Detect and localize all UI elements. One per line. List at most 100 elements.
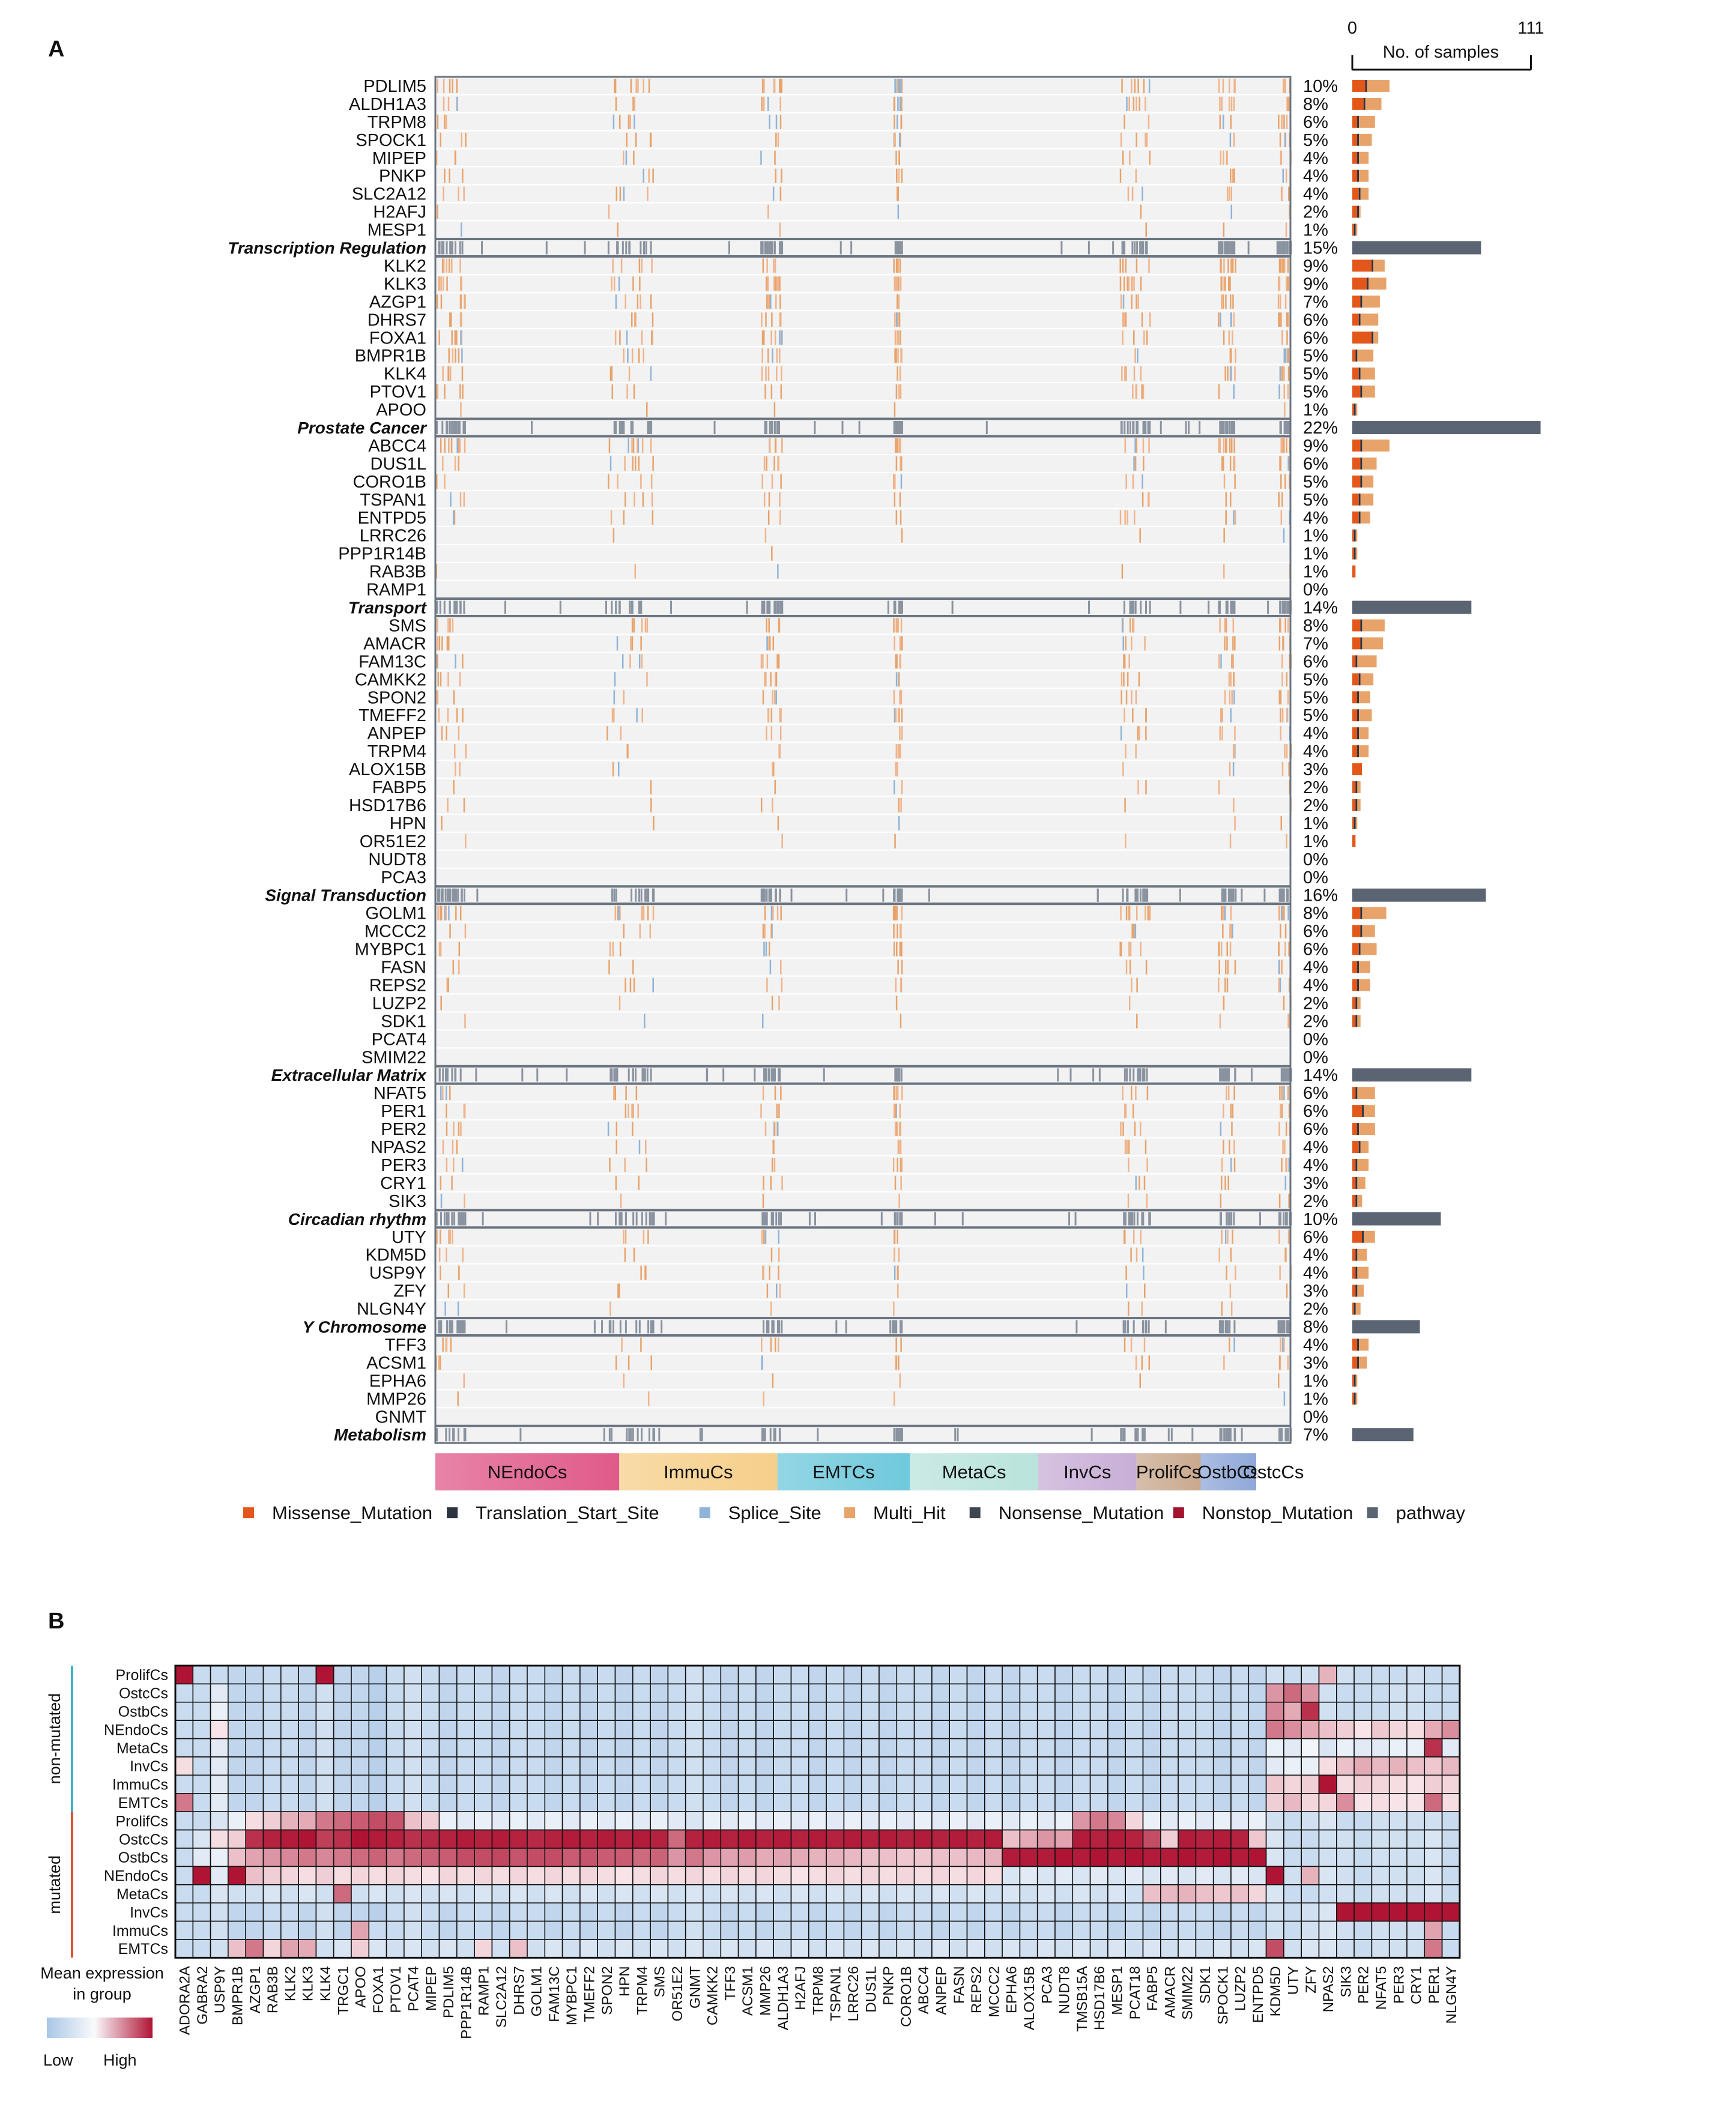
mutation-tick — [1279, 312, 1281, 327]
pathway-tick — [1129, 600, 1131, 614]
pathway-tick — [1286, 888, 1289, 902]
pathway-tick — [1136, 1212, 1139, 1226]
mutation-tick — [1282, 258, 1284, 273]
mutation-tick — [650, 798, 652, 812]
heatmap-col-label: GOLM1 — [529, 1966, 545, 2016]
mutation-tick — [437, 79, 438, 93]
pathway-tick — [770, 241, 772, 255]
mutation-tick — [898, 150, 900, 165]
gene-label: NLGN4Y — [357, 1300, 426, 1319]
mutation-tick — [617, 1283, 619, 1298]
heatmap-cell — [404, 1829, 423, 1849]
heatmap-cell — [790, 1702, 809, 1722]
mutation-tick — [464, 1014, 466, 1029]
heatmap-cell — [826, 1866, 845, 1885]
heatmap-cell — [1107, 1829, 1127, 1849]
mutation-tick — [1224, 1229, 1227, 1244]
pathway-tick — [1285, 1212, 1287, 1226]
mutation-tick — [459, 492, 462, 507]
mutation-tick — [767, 204, 769, 219]
pathway-tick — [1199, 421, 1201, 434]
pathway-tick — [635, 1320, 638, 1334]
pathway-tick — [1098, 1068, 1101, 1082]
heatmap-cell — [879, 1756, 898, 1776]
heatmap-cell — [368, 1848, 387, 1867]
pathway-tick — [894, 600, 897, 614]
mutation-tick — [1134, 510, 1136, 525]
missense-bar — [1352, 133, 1358, 146]
mutation-tick — [1232, 258, 1234, 273]
multihit-bar — [1369, 277, 1387, 290]
heatmap-cell — [579, 1811, 599, 1831]
mutation-tick — [1230, 923, 1232, 939]
mutation-tick — [634, 312, 636, 327]
mutation-tick — [440, 1086, 442, 1101]
mutation-tick — [1283, 438, 1285, 453]
heatmap-cell — [720, 1920, 739, 1940]
tss-bar — [1357, 151, 1359, 164]
heatmap-col-label: USP9Y — [212, 1966, 228, 2013]
heatmap-cell — [210, 1920, 229, 1940]
heatmap-cell — [703, 1939, 722, 1959]
mutation-tick — [893, 1086, 895, 1101]
pathway-tick — [1142, 1428, 1145, 1442]
mutation-tick — [1136, 132, 1137, 147]
heatmap-cell — [1195, 1774, 1214, 1794]
heatmap-cell — [685, 1920, 704, 1940]
mutation-tick — [444, 1301, 446, 1316]
heatmap-col-label: PDLIM5 — [441, 1966, 457, 2018]
mutation-tick — [1284, 294, 1287, 309]
multihit-bar — [1357, 1015, 1361, 1027]
heatmap-cell — [966, 1665, 985, 1685]
missense-bar — [1352, 493, 1359, 506]
heatmap-cell — [1160, 1829, 1179, 1849]
heatmap-cell — [544, 1756, 563, 1776]
mutation-tick — [458, 1265, 460, 1280]
heatmap-cell — [650, 1866, 669, 1885]
heatmap-cell — [720, 1756, 739, 1776]
gene-label: PCA3 — [381, 868, 426, 887]
mutation-tick — [896, 114, 898, 129]
mutation-tick — [448, 438, 450, 453]
heatmap-cell — [632, 1683, 651, 1703]
mutation-tick — [1132, 708, 1134, 723]
mutation-tick — [646, 618, 649, 633]
heatmap-cell — [843, 1902, 862, 1922]
grid-row — [435, 221, 1290, 238]
mutation-tick — [452, 618, 454, 633]
grid-row — [435, 653, 1290, 670]
pathway-tick — [897, 1428, 900, 1442]
heatmap-col-label: SMIM22 — [1180, 1966, 1196, 2019]
heatmap-cell — [1424, 1902, 1443, 1922]
pathway-tick — [455, 421, 458, 434]
pathway-label: Metabolism — [334, 1425, 426, 1444]
mutation-tick — [1137, 294, 1139, 309]
heatmap-cell — [984, 1920, 1003, 1940]
heatmap-cell — [298, 1811, 317, 1831]
mutation-tick — [895, 996, 898, 1011]
mutation-tick — [449, 1229, 451, 1244]
grid-row — [435, 257, 1290, 274]
grid-row — [435, 95, 1290, 112]
mutation-tick — [777, 815, 779, 830]
heatmap-cell — [1036, 1665, 1056, 1685]
heatmap-cell — [210, 1884, 229, 1904]
heatmap-cell — [1002, 1738, 1021, 1758]
pct-label: 1% — [1303, 563, 1328, 582]
mutation-tick — [895, 1355, 898, 1370]
mutation-tick — [1283, 1337, 1285, 1352]
heatmap-cell — [527, 1884, 546, 1904]
pct-label: 5% — [1303, 382, 1328, 402]
tss-bar — [1357, 979, 1359, 991]
multihit-bar — [1355, 1302, 1361, 1315]
tss-bar — [1355, 1194, 1358, 1207]
heatmap-cell — [368, 1939, 387, 1959]
pathway-label: Signal Transduction — [265, 886, 426, 905]
pathway-tick — [951, 600, 954, 614]
grid-row — [435, 743, 1290, 760]
cell-group-band — [910, 1453, 1038, 1491]
heatmap-col-label: REPS2 — [969, 1966, 985, 2013]
heatmap-cell — [1072, 1738, 1091, 1758]
heatmap-cell — [773, 1939, 792, 1959]
mutation-tick — [767, 276, 769, 291]
